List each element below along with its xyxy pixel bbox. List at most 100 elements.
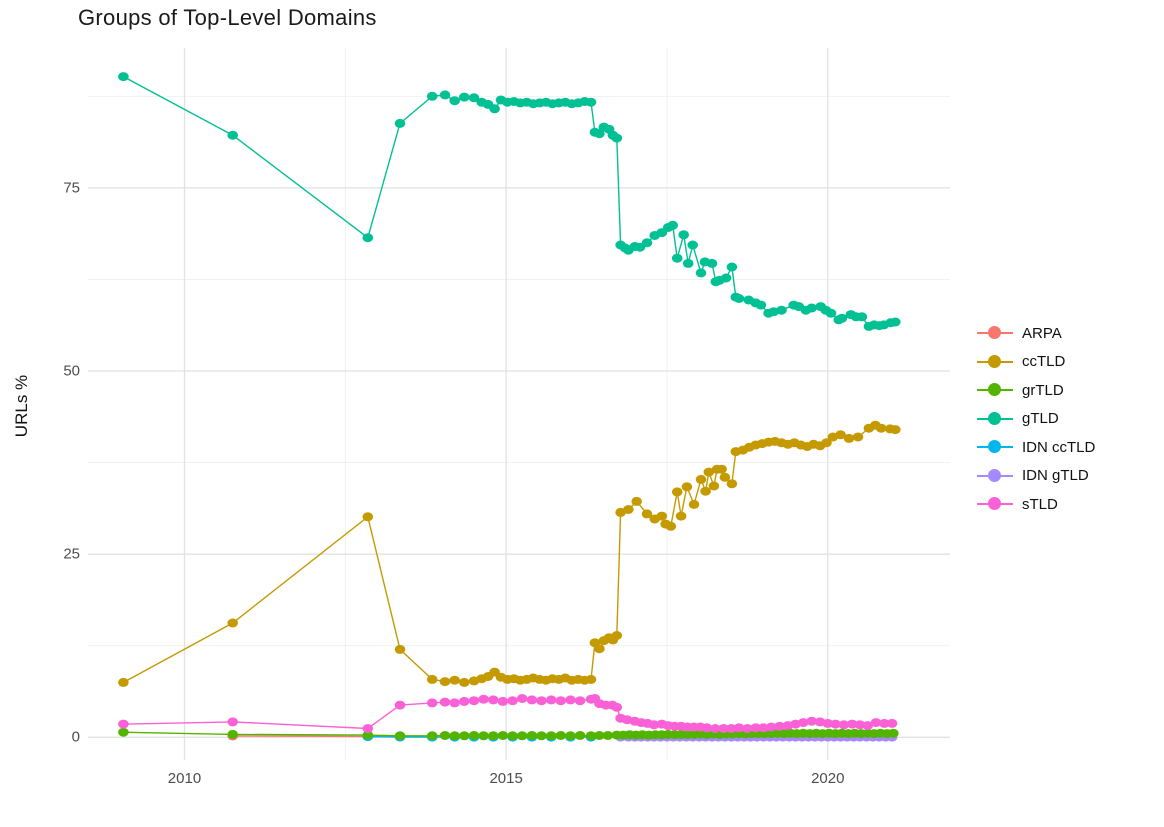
data-point-grtld	[516, 731, 528, 741]
data-point-stld	[555, 696, 567, 706]
data-point-cctld	[449, 675, 461, 685]
data-point-stld	[526, 695, 538, 705]
data-point-cctld	[700, 486, 711, 496]
data-point-cctld	[890, 425, 901, 435]
data-point-grtld	[585, 731, 597, 741]
data-point-cctld	[695, 474, 707, 484]
data-point-stld	[750, 723, 761, 733]
data-point-cctld	[665, 521, 677, 531]
data-point-stld	[488, 695, 499, 705]
data-point-gtld	[726, 262, 738, 272]
data-point-grtld	[439, 731, 451, 740]
legend-label: gTLD	[1022, 410, 1059, 428]
data-point-cctld	[394, 644, 406, 654]
data-point-stld	[449, 698, 461, 708]
data-point-stld	[536, 696, 547, 706]
data-point-grtld	[362, 730, 374, 740]
data-point-gtld	[687, 240, 698, 250]
data-point-stld	[426, 698, 438, 708]
legend-key-dot	[988, 440, 1001, 454]
data-point-stld	[459, 696, 470, 706]
data-point-stld	[545, 695, 557, 705]
data-point-grtld	[478, 731, 489, 741]
data-point-gtld	[459, 92, 470, 102]
data-point-gtld	[671, 253, 683, 263]
data-point-stld	[726, 724, 737, 733]
data-point-stld	[611, 702, 623, 712]
chart-title: Groups of Top-Level Domains	[78, 5, 377, 30]
data-point-stld	[497, 696, 509, 706]
legend-key-icon	[977, 383, 1013, 397]
legend: ARPA ccTLD grTLD gTLD IDN ccTLD IDN gTLD sTLD	[977, 319, 1095, 519]
data-point-stld	[798, 718, 809, 728]
data-point-cctld	[641, 509, 653, 519]
data-point-stld	[886, 718, 898, 728]
data-point-gtld	[611, 133, 623, 143]
data-point-cctld	[675, 511, 687, 521]
data-point-cctld	[716, 464, 727, 474]
data-point-gtld	[695, 268, 707, 278]
data-point-grtld	[449, 731, 461, 741]
data-point-gtld	[678, 230, 689, 240]
data-point-gtld	[856, 312, 868, 322]
legend-item-idn-gtld: IDN gTLD	[977, 462, 1095, 491]
legend-key-dot	[988, 497, 1001, 511]
data-point-gtld	[825, 308, 837, 318]
legend-label: grTLD	[1022, 381, 1064, 399]
data-point-cctld	[671, 487, 683, 497]
data-point-gtld	[836, 313, 848, 323]
data-point-grtld	[536, 731, 547, 741]
data-point-gtld	[890, 317, 901, 327]
data-point-gtld	[118, 72, 129, 82]
data-point-stld	[846, 719, 858, 729]
data-point-cctld	[594, 644, 605, 654]
data-point-grtld	[497, 731, 509, 740]
data-point-cctld	[227, 618, 238, 628]
data-point-grtld	[394, 731, 406, 741]
data-point-cctld	[623, 505, 634, 514]
data-point-cctld	[426, 674, 438, 684]
data-point-cctld	[681, 482, 693, 492]
data-point-gtld	[227, 130, 238, 140]
y-tick-label: 0	[71, 728, 80, 746]
data-point-stld	[565, 695, 576, 705]
data-point-grtld	[555, 731, 567, 740]
data-point-grtld	[565, 731, 576, 741]
y-tick-label: 75	[63, 179, 80, 197]
data-point-gtld	[806, 303, 817, 313]
legend-item-stld: sTLD	[977, 490, 1095, 519]
data-point-gtld	[776, 305, 787, 315]
data-point-cctld	[852, 432, 864, 442]
data-point-cctld	[843, 433, 855, 443]
data-point-stld	[822, 718, 834, 728]
data-point-gtld	[585, 97, 597, 107]
data-point-grtld	[468, 731, 480, 740]
y-tick-label: 50	[63, 362, 80, 380]
data-point-stld	[507, 696, 518, 706]
legend-key-dot	[988, 468, 1001, 482]
data-point-cctld	[719, 472, 731, 482]
data-point-cctld	[439, 677, 451, 687]
data-point-gtld	[468, 93, 480, 103]
data-point-gtld	[667, 220, 678, 230]
data-point-stld	[439, 697, 451, 707]
legend-item-gtld: gTLD	[977, 405, 1095, 434]
data-point-stld	[879, 718, 890, 728]
data-point-grtld	[888, 728, 899, 738]
legend-item-arpa: ARPA	[977, 319, 1095, 348]
legend-key-icon	[977, 440, 1013, 454]
data-point-stld	[648, 720, 660, 730]
legend-key-dot	[988, 383, 1001, 397]
legend-key-icon	[977, 354, 1013, 369]
data-point-cctld	[362, 512, 374, 522]
legend-label: IDN gTLD	[1022, 467, 1089, 485]
legend-item-idn-cctld: IDN ccTLD	[977, 433, 1095, 462]
data-point-gtld	[682, 258, 694, 268]
data-point-grtld	[459, 731, 470, 741]
legend-item-grtld: grTLD	[977, 376, 1095, 405]
data-point-gtld	[641, 238, 653, 248]
series-line-gtld	[123, 75, 896, 328]
data-point-grtld	[545, 731, 557, 741]
